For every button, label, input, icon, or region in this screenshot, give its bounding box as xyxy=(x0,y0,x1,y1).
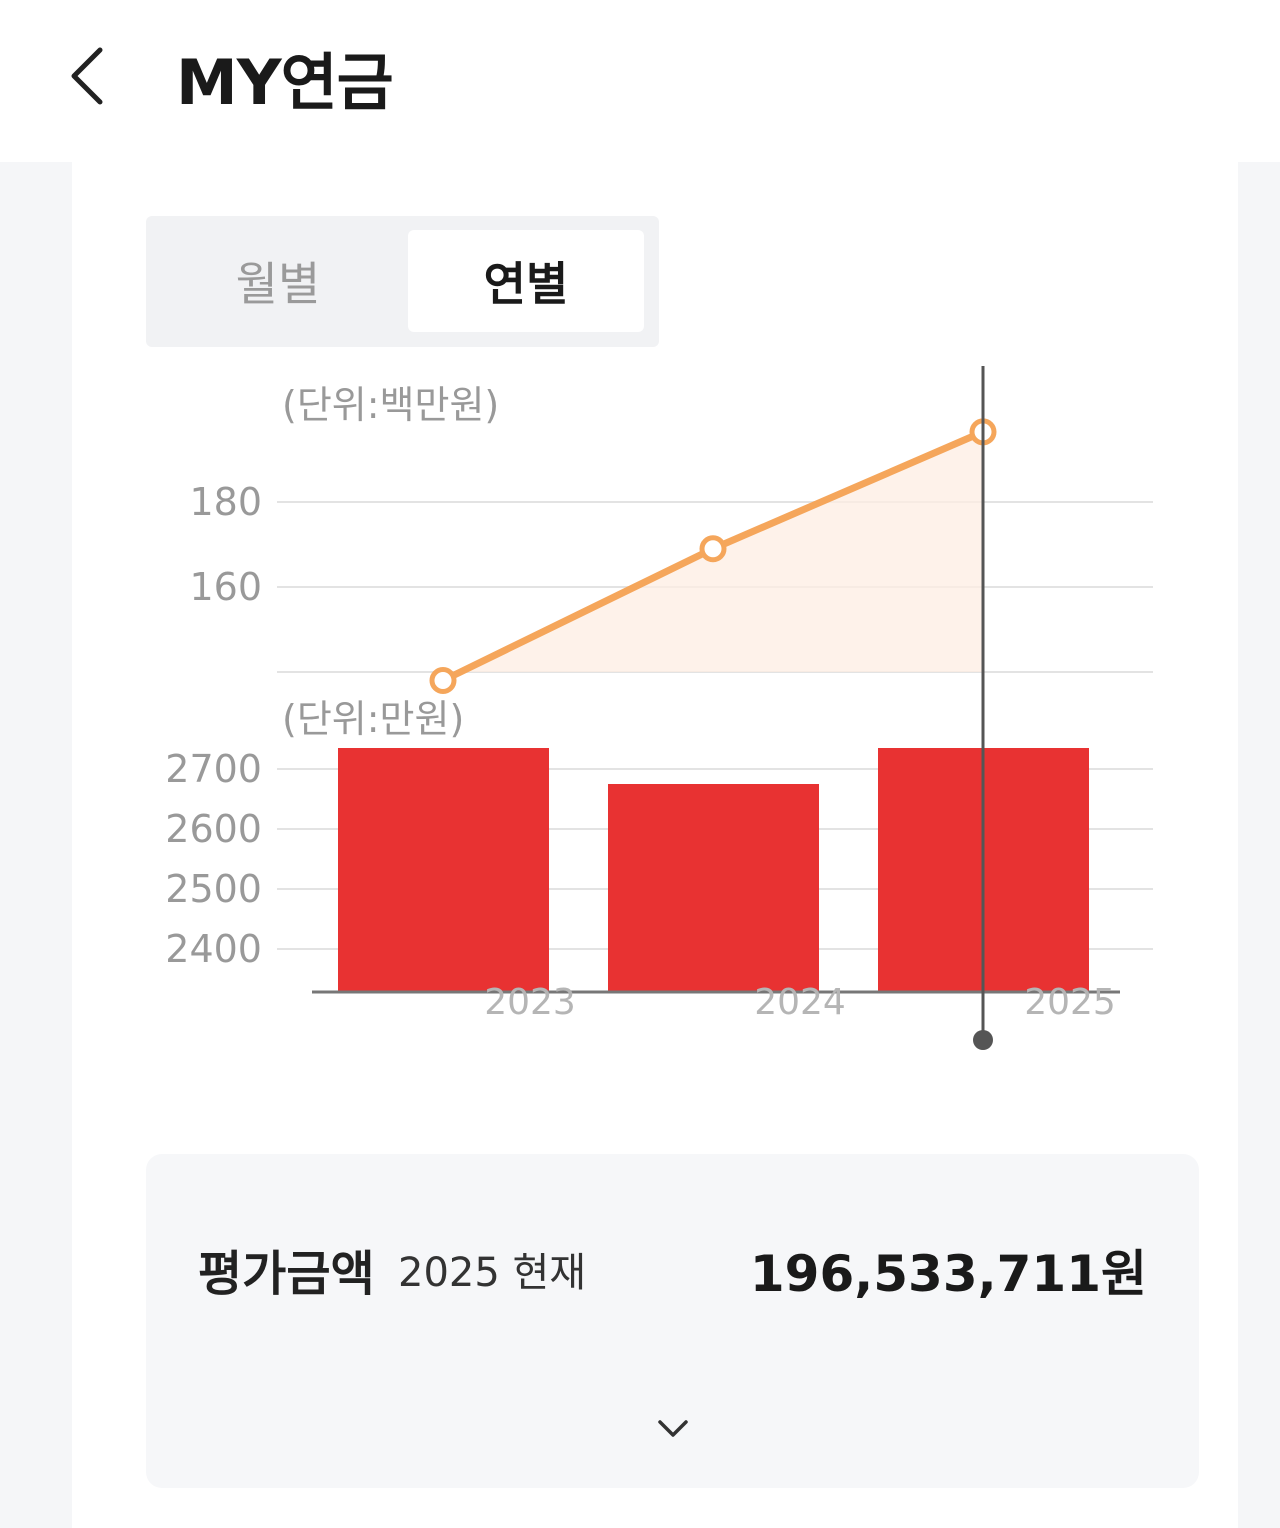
selection-cursor-handle[interactable] xyxy=(973,1030,993,1050)
bar-y-tick: 2700 xyxy=(165,747,262,791)
valuation-date: 2025 현재 xyxy=(398,1250,587,1296)
bar-y-tick: 2400 xyxy=(165,927,262,971)
x-axis-label: 2023 xyxy=(484,982,576,1023)
x-axis-label: 2024 xyxy=(754,982,846,1023)
valuation-label: 평가금액 xyxy=(198,1246,375,1302)
x-axis-label: 2025 xyxy=(1024,982,1116,1023)
bar[interactable] xyxy=(608,784,819,992)
tab-monthly[interactable]: 월별 xyxy=(235,257,321,311)
bar-unit-label: (단위:만원) xyxy=(282,697,464,741)
bar[interactable] xyxy=(338,748,549,992)
line-point[interactable] xyxy=(429,667,457,694)
expand-button[interactable] xyxy=(648,1404,698,1454)
line-unit-label: (단위:백만원) xyxy=(282,383,499,427)
chevron-down-icon xyxy=(658,1420,688,1437)
valuation-summary: 평가금액 2025 현재 196,533,711원 xyxy=(146,1154,1199,1488)
back-button[interactable] xyxy=(60,38,120,114)
valuation-amount: 196,533,711원 xyxy=(749,1245,1147,1303)
line-point[interactable] xyxy=(699,535,727,563)
period-toggle: 월별 연별 xyxy=(146,216,659,347)
line-y-tick: 160 xyxy=(189,565,262,609)
bar-y-tick: 2600 xyxy=(165,807,262,851)
tab-yearly[interactable]: 연별 xyxy=(408,230,644,332)
app-header: MY연금 xyxy=(0,0,1280,162)
chevron-left-icon xyxy=(71,47,103,105)
bar-y-tick: 2500 xyxy=(165,867,262,911)
page-title: MY연금 xyxy=(176,46,394,119)
line-y-tick: 180 xyxy=(189,480,262,524)
pension-chart[interactable]: 160 180 (단위:백만원) 2400 2500 2600 2700 (단위:만원)… xyxy=(0,0,1280,1100)
